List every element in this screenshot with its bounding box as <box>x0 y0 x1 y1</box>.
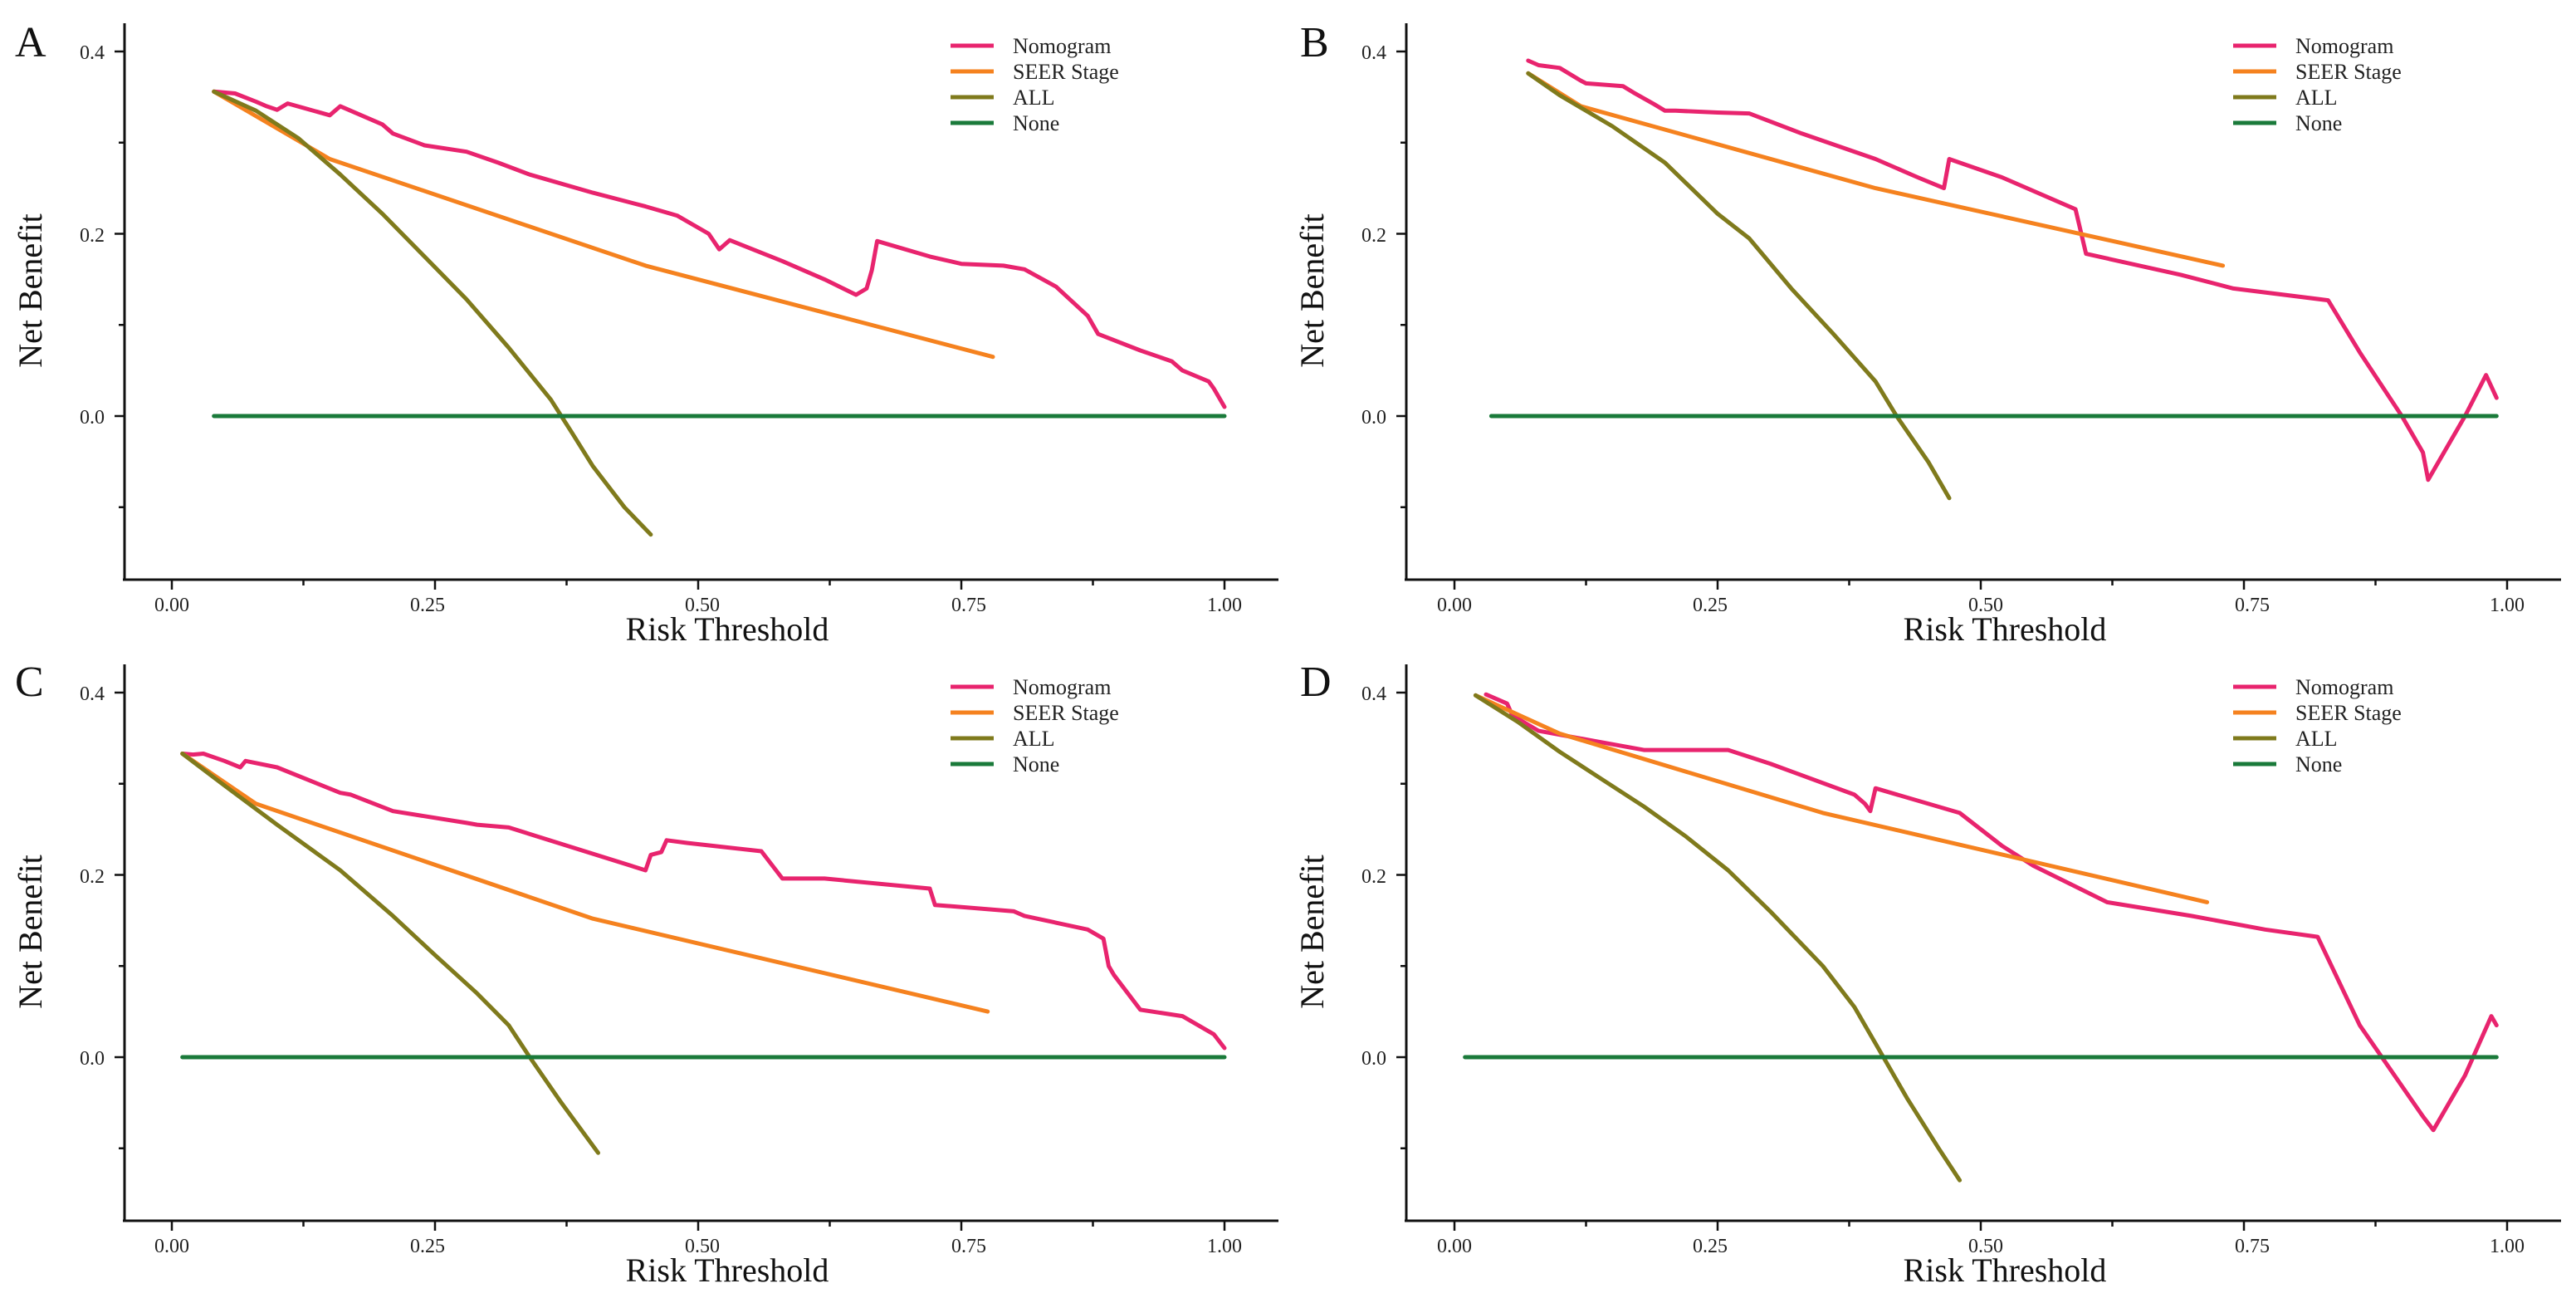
y-tick-label-a-1: 0.2 <box>80 225 105 247</box>
legend-label-seer-stage-c: SEER Stage <box>1013 701 1119 725</box>
legend-label-none-a: None <box>1013 111 1059 135</box>
series-line-seer-stage-d <box>1473 693 2210 904</box>
panel-a: A 0.00 0.25 0.50 0.75 1.00 0.0 0.2 0.4 R… <box>12 19 1278 648</box>
x-tick-label-c-0: 0.00 <box>154 1236 189 1257</box>
y-axis-title-b: Net Benefit <box>1293 213 1331 368</box>
series-line-all-a <box>212 89 653 537</box>
legend-label-nomogram-c: Nomogram <box>1013 675 1111 699</box>
y-tick-label-b-2: 0.4 <box>1361 42 1386 64</box>
x-axis-title-d: Risk Threshold <box>1904 1251 2107 1289</box>
x-tick-label-b-0: 0.00 <box>1437 595 1472 616</box>
y-tick-label-b-0: 0.0 <box>1361 407 1386 429</box>
legend-label-all-a: ALL <box>1013 86 1055 110</box>
series-line-nomogram-b <box>1526 58 2499 482</box>
x-axis-title-c: Risk Threshold <box>626 1251 829 1289</box>
legend-label-all-d: ALL <box>2295 727 2338 751</box>
y-axis-title-a: Net Benefit <box>12 213 49 368</box>
x-tick-label-d-2: 0.50 <box>1968 1236 2003 1257</box>
series-line-nomogram-d <box>1484 692 2499 1133</box>
x-axis-title-a: Risk Threshold <box>626 610 829 648</box>
x-tick-label-a-2: 0.50 <box>685 595 720 616</box>
legend-label-none-b: None <box>2295 111 2342 135</box>
y-tick-label-d-2: 0.4 <box>1361 683 1386 705</box>
y-tick-label-c-1: 0.2 <box>80 866 105 888</box>
panel-d: D 0.00 0.25 0.50 0.75 1.00 0.0 0.2 0.4 R… <box>1293 659 2561 1289</box>
series-line-all-c <box>180 752 600 1155</box>
x-tick-label-d-3: 0.75 <box>2235 1236 2270 1257</box>
legend-label-all-c: ALL <box>1013 727 1055 751</box>
y-axis-title-d: Net Benefit <box>1293 855 1331 1009</box>
legend-c: Nomogram SEER Stage ALL None <box>951 675 1119 776</box>
x-tick-label-c-3: 0.75 <box>951 1236 986 1257</box>
legend-label-none-d: None <box>2295 752 2342 776</box>
legend-label-seer-stage-b: SEER Stage <box>2295 60 2402 84</box>
y-tick-label-c-0: 0.0 <box>80 1048 105 1070</box>
legend-label-none-c: None <box>1013 752 1059 776</box>
series-line-nomogram-a <box>212 89 1227 409</box>
legend-label-seer-stage-a: SEER Stage <box>1013 60 1119 84</box>
legend-label-seer-stage-d: SEER Stage <box>2295 701 2402 725</box>
x-tick-label-c-4: 1.00 <box>1207 1236 1242 1257</box>
x-tick-label-b-1: 0.25 <box>1693 595 1728 616</box>
series-line-nomogram-c <box>180 752 1227 1051</box>
x-axis-title-b: Risk Threshold <box>1904 610 2107 648</box>
series-line-seer-stage-a <box>212 89 995 360</box>
y-tick-label-b-1: 0.2 <box>1361 225 1386 247</box>
x-tick-label-a-3: 0.75 <box>951 595 986 616</box>
y-tick-label-a-2: 0.4 <box>80 42 105 64</box>
panel-c: C 0.00 0.25 0.50 0.75 1.00 0.0 0.2 0.4 R… <box>12 659 1278 1289</box>
legend-label-nomogram-b: Nomogram <box>2295 34 2393 58</box>
y-tick-label-d-1: 0.2 <box>1361 866 1386 888</box>
legend-label-nomogram-d: Nomogram <box>2295 675 2393 699</box>
x-tick-label-a-0: 0.00 <box>154 595 189 616</box>
x-tick-label-b-2: 0.50 <box>1968 595 2003 616</box>
panel-letter-d: D <box>1300 659 1332 706</box>
x-tick-label-b-4: 1.00 <box>2490 595 2525 616</box>
legend-a: Nomogram SEER Stage ALL None <box>951 34 1119 135</box>
legend-d: Nomogram SEER Stage ALL None <box>2233 675 2402 776</box>
x-tick-label-b-3: 0.75 <box>2235 595 2270 616</box>
series-line-all-d <box>1473 693 1963 1183</box>
panel-b: B 0.00 0.25 0.50 0.75 1.00 0.0 0.2 0.4 R… <box>1293 19 2561 648</box>
panel-letter-c: C <box>15 659 44 706</box>
x-tick-label-c-2: 0.50 <box>685 1236 720 1257</box>
x-tick-label-d-0: 0.00 <box>1437 1236 1472 1257</box>
y-tick-label-c-2: 0.4 <box>80 683 105 705</box>
y-tick-label-a-0: 0.0 <box>80 407 105 429</box>
legend-label-all-b: ALL <box>2295 86 2338 110</box>
series-line-seer-stage-c <box>180 752 990 1014</box>
y-tick-label-d-0: 0.0 <box>1361 1048 1386 1070</box>
x-tick-label-d-1: 0.25 <box>1693 1236 1728 1257</box>
x-tick-label-c-1: 0.25 <box>410 1236 445 1257</box>
legend-label-nomogram-a: Nomogram <box>1013 34 1111 58</box>
series-line-seer-stage-b <box>1526 71 2226 268</box>
x-tick-label-a-4: 1.00 <box>1207 595 1242 616</box>
series-line-all-b <box>1526 71 1952 501</box>
x-tick-label-a-1: 0.25 <box>410 595 445 616</box>
x-tick-label-d-4: 1.00 <box>2490 1236 2525 1257</box>
panel-letter-b: B <box>1300 19 1329 66</box>
legend-b: Nomogram SEER Stage ALL None <box>2233 34 2402 135</box>
panel-letter-a: A <box>15 19 46 66</box>
y-axis-title-c: Net Benefit <box>12 855 49 1009</box>
